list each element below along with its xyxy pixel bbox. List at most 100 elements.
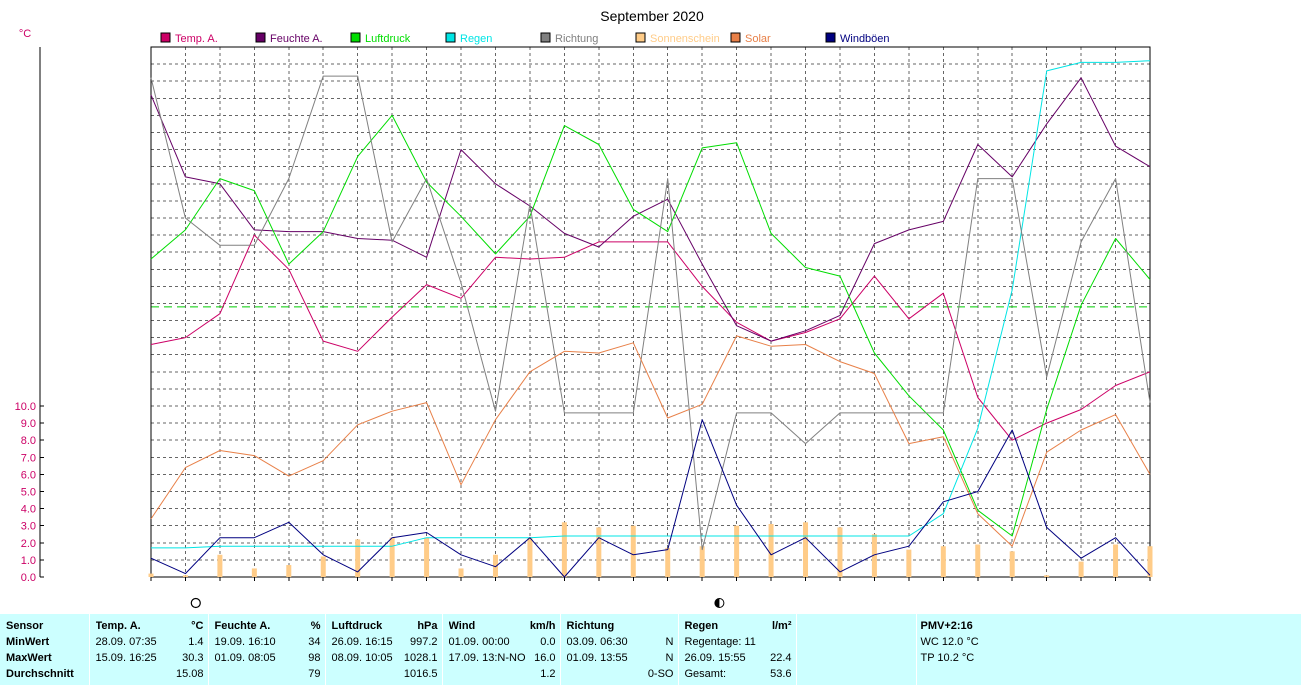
regen-unit: l/m² (771, 620, 792, 632)
wind-unit: km/h (529, 620, 556, 632)
bar-sonnenschein (768, 524, 774, 577)
legend-label-sonnenschein: Sonnenschein (650, 33, 720, 45)
regentage-label: Regentage: 11 (684, 636, 756, 648)
legend-label-temp-a: Temp. A. (175, 33, 218, 45)
series-lines (150, 60, 1151, 578)
bar-sonnenschein (355, 539, 361, 577)
line-windb-en (150, 419, 1151, 578)
richtung-header: Richtung (566, 620, 615, 632)
legend-label-richtung: Richtung (555, 33, 598, 45)
temp-max-datetime: 15.09. 16:25 (95, 652, 157, 664)
bar-sonnenschein (389, 537, 395, 577)
bar-sonnenschein (148, 573, 154, 577)
legend-swatch-temp-a (160, 32, 171, 43)
richtung-avg-value: 0-SO (647, 668, 674, 680)
bar-sonnenschein (458, 568, 464, 577)
luftdruck-avg-value: 1016.5 (403, 668, 438, 680)
y-tick-labels: 0.0 1.0 2.0 3.0 4.0 5.0 6.0 7.0 8.0 9.0 10.0 (15, 401, 44, 584)
richtung-min-datetime: 03.09. 06:30 (566, 636, 628, 648)
bar-sonnenschein (286, 565, 292, 577)
feuchte-min-value: 34 (308, 636, 321, 648)
wind-avg-value: 1.2 (540, 668, 556, 680)
legend-swatch-windb-en (825, 32, 836, 43)
tp-value: TP 10.2 °C (920, 652, 975, 664)
bar-sonnenschein (492, 554, 498, 577)
minwert-label: MinWert (6, 636, 50, 648)
bar-sonnenschein (596, 527, 602, 577)
pmv-header: PMV+2:16 (920, 620, 973, 632)
wind-max-value: 16.0 (534, 652, 556, 664)
bar-sonnenschein (871, 534, 877, 577)
temp-max-value: 30.3 (182, 652, 204, 664)
regen-total-value: 53.6 (770, 668, 792, 680)
legend-swatch-sonnenschein (635, 32, 646, 43)
feuchte-max-value: 98 (308, 652, 321, 664)
sunshine-bars (148, 522, 1153, 577)
line-luftdruck (150, 114, 1151, 537)
feuchte-avg-value: 79 (308, 668, 321, 680)
legend-label-regen: Regen (460, 33, 492, 45)
y-tick-label: 0.0 (21, 572, 36, 584)
wc-value: WC 12.0 °C (920, 636, 979, 648)
bar-sonnenschein (1113, 544, 1119, 577)
y-tick-label: 7.0 (21, 452, 36, 464)
feuchte-max-datetime: 01.09. 08:05 (214, 652, 276, 664)
plot-frame (150, 46, 1151, 578)
chart-title: September 2020 (600, 8, 704, 24)
luftdruck-min-value: 997.2 (409, 636, 438, 648)
wind-column: Wind km/h 01.09. 00:00 0.0 17.09. 13:N-NO 1… (442, 614, 561, 685)
last-quarter-moon-icon (714, 598, 720, 608)
bar-sonnenschein (630, 525, 636, 577)
richtung-min-value: N (665, 636, 674, 648)
y-tick-label: 1.0 (21, 555, 36, 567)
line-regen (151, 60, 1151, 549)
y-tick-label: 8.0 (21, 435, 36, 447)
y-tick-label: 5.0 (21, 487, 36, 499)
line-richtung (150, 75, 1151, 551)
bar-sonnenschein (1147, 546, 1153, 577)
regen-max-datetime: 26.09. 15:55 (684, 652, 746, 664)
wind-max-datetime: 17.09. 13:N-NO (448, 652, 526, 664)
wind-min-datetime: 01.09. 00:00 (448, 636, 510, 648)
legend: Temp. A. Feuchte A. Luftdruck Regen Richtung… (160, 32, 890, 45)
regen-header: Regen (684, 620, 719, 632)
regen-column: Regen l/m² Regentage: 11 26.09. 15:55 22.4… (678, 614, 797, 685)
sensor-column: Sensor MinWert MaxWert Durchschnitt (0, 614, 90, 685)
luftdruck-max-value: 1028.1 (403, 652, 438, 664)
temp-avg-value: 15.08 (175, 668, 204, 680)
y-tick-label: 2.0 (21, 538, 36, 550)
feuchte-column: Feuchte A.% 19.09. 16:10 34 01.09. 08:05 9… (208, 614, 326, 685)
bar-sonnenschein (217, 554, 223, 577)
bar-sonnenschein (1009, 551, 1015, 577)
pmv-column: PMV+2:16 WC 12.0 °C TP 10.2 °C (796, 614, 979, 685)
regen-max-value: 22.4 (770, 652, 792, 664)
wind-min-value: 0.0 (540, 636, 556, 648)
bar-sonnenschein (975, 544, 981, 577)
temp-column: Temp. A. °C 28.09. 07:35 1.4 15.09. 16:25 3… (89, 614, 209, 685)
feuchte-min-datetime: 19.09. 16:10 (214, 636, 276, 648)
sensor-header: Sensor (6, 620, 44, 632)
durchschnitt-label: Durchschnitt (6, 668, 74, 680)
bar-sonnenschein (561, 522, 567, 577)
legend-label-feuchte-a: Feuchte A. (270, 33, 323, 45)
bar-sonnenschein (251, 568, 257, 577)
temp-unit: °C (191, 620, 204, 632)
legend-label-luftdruck: Luftdruck (365, 33, 411, 45)
legend-label-solar: Solar (745, 33, 771, 45)
moon-phases (190, 597, 725, 609)
y-tick-label: 4.0 (21, 504, 36, 516)
bar-sonnenschein (906, 549, 912, 577)
luftdruck-max-datetime: 08.09. 10:05 (331, 652, 393, 664)
full-moon-icon (190, 597, 201, 609)
temp-min-value: 1.4 (188, 636, 204, 648)
bar-sonnenschein (699, 546, 705, 577)
y-tick-label: 3.0 (21, 521, 36, 533)
wind-header: Wind (448, 620, 476, 632)
regen-total-label: Gesamt: (684, 668, 727, 680)
bar-sonnenschein (734, 525, 740, 577)
bar-sonnenschein (665, 547, 671, 577)
feuchte-header: Feuchte A. (214, 620, 271, 632)
bar-sonnenschein (424, 537, 430, 577)
legend-swatch-solar (730, 32, 741, 43)
line-feuchte-a (150, 77, 1151, 342)
